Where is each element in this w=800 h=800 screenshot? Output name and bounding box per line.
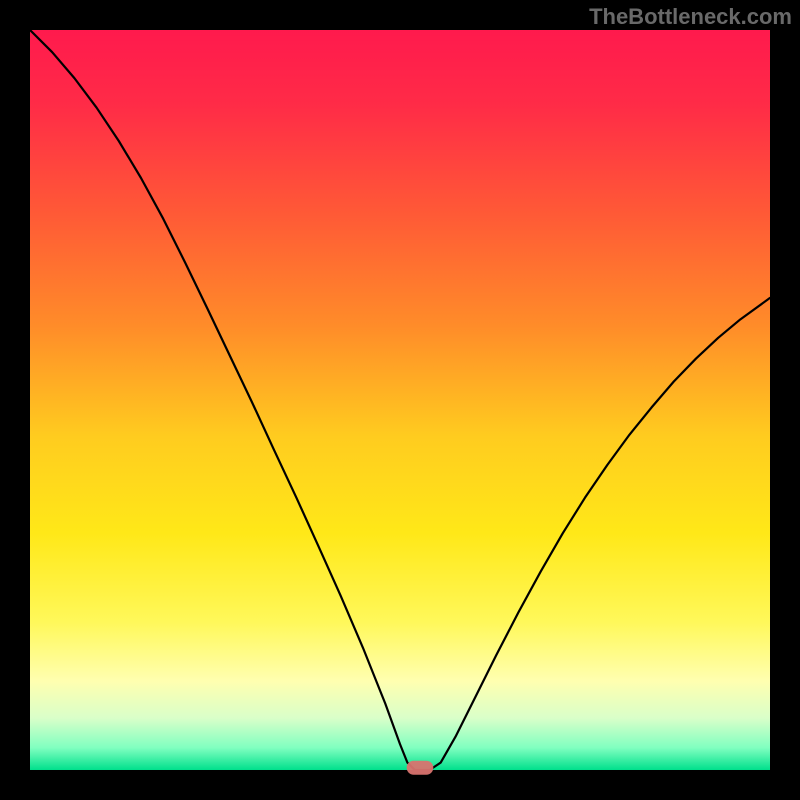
watermark-text: TheBottleneck.com	[589, 4, 792, 30]
chart-svg	[0, 0, 800, 800]
minimum-marker	[407, 761, 434, 775]
bottleneck-chart: TheBottleneck.com	[0, 0, 800, 800]
